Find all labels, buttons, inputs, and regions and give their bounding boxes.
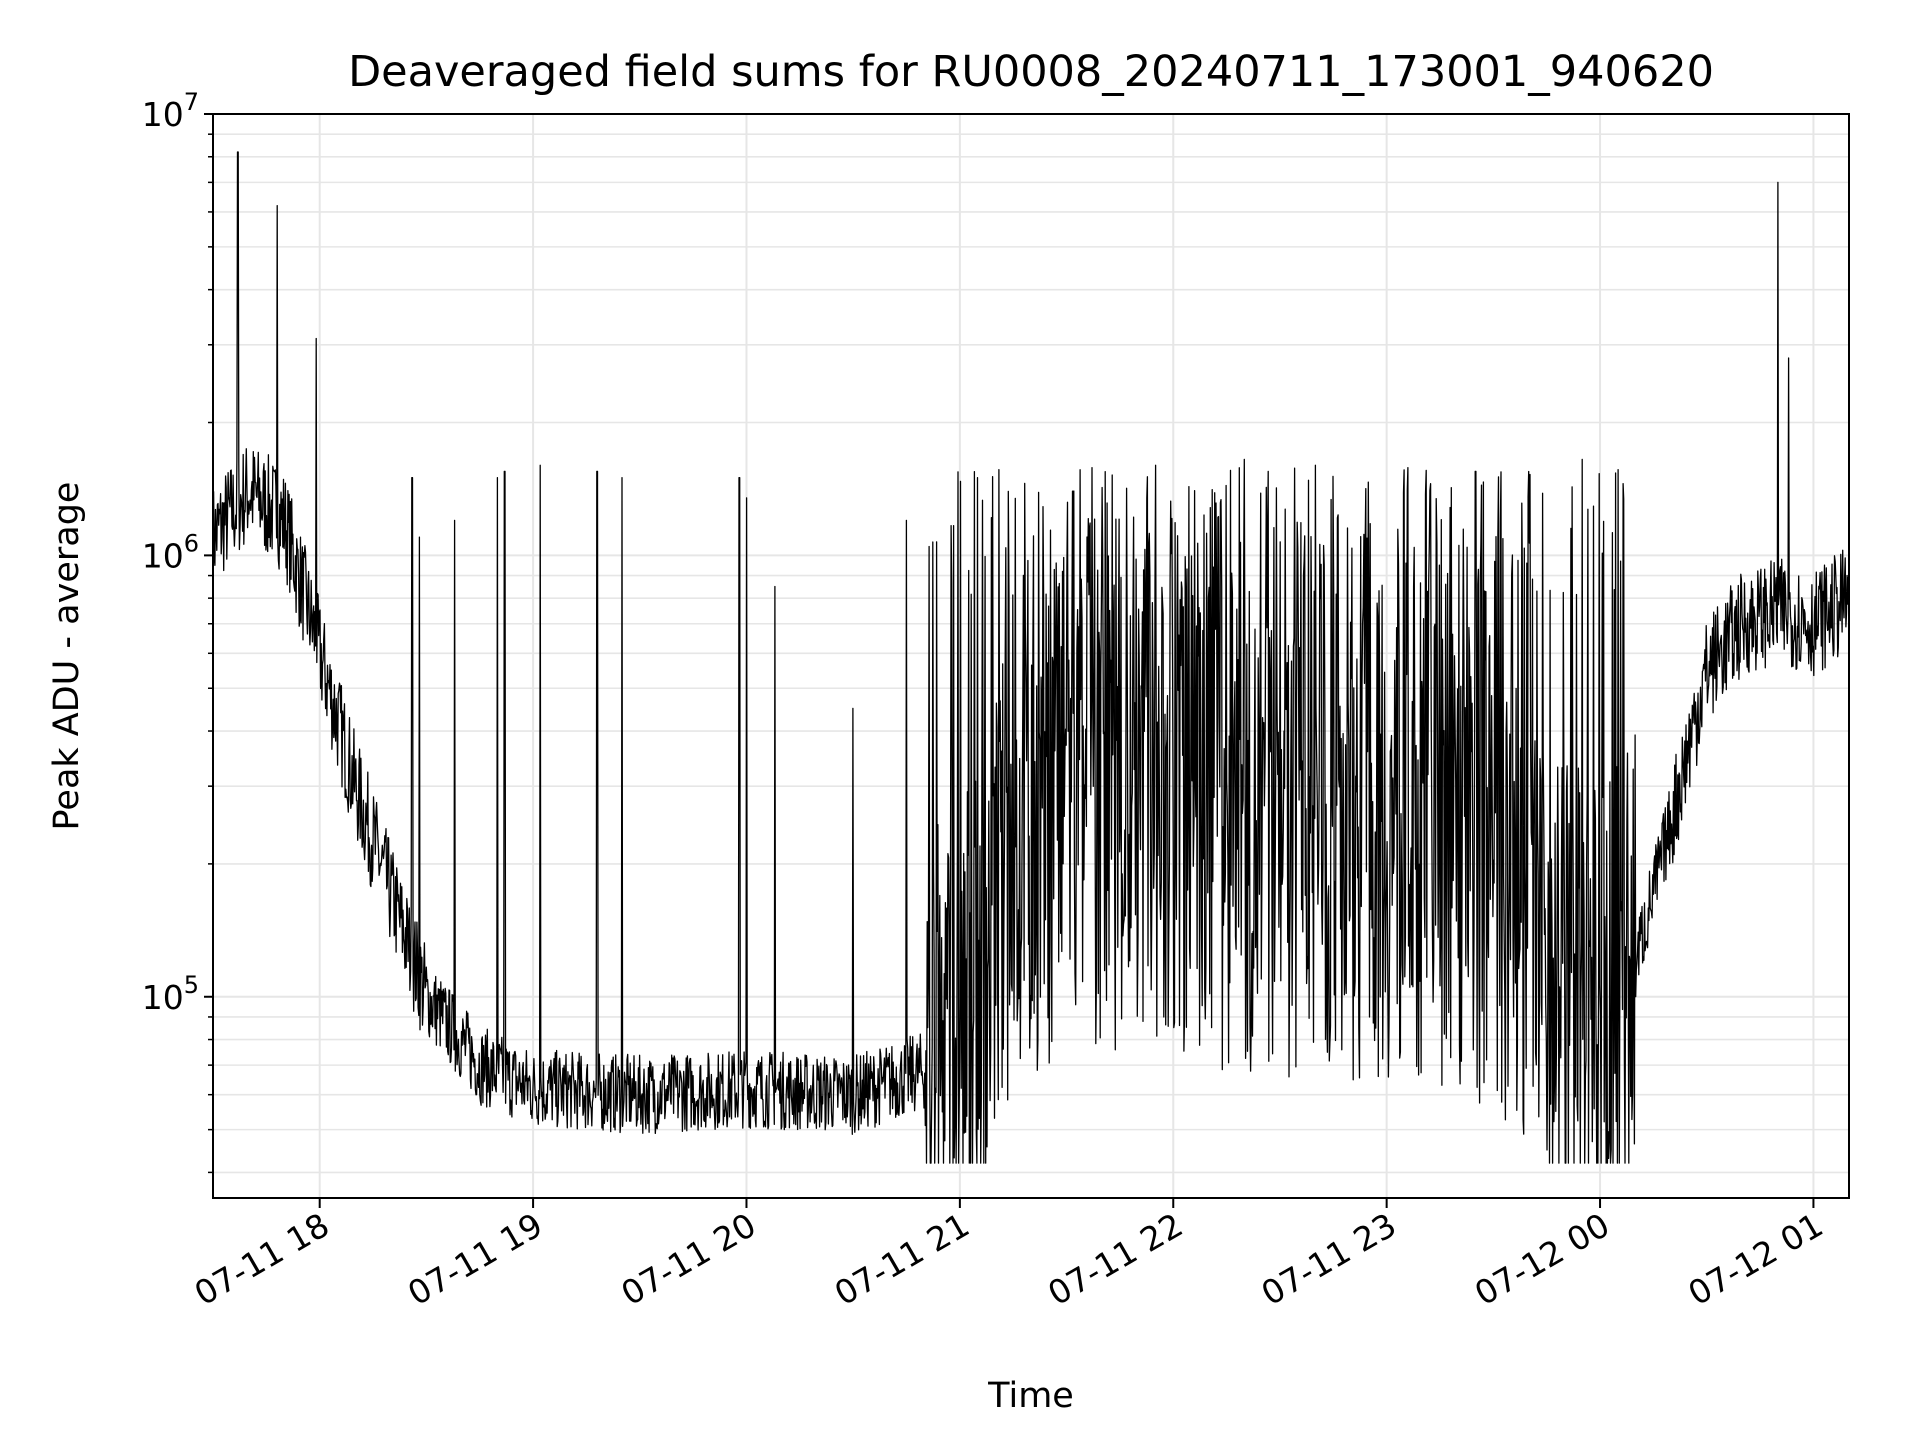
series-line: [213, 151, 1849, 1164]
y-axis-label: Peak ADU - average: [47, 482, 87, 831]
plot-frame: [212, 113, 1850, 1199]
y-tick-exponent: 5: [184, 971, 199, 999]
y-tick-label: 107: [142, 88, 199, 134]
y-tick-base: 10: [142, 536, 184, 575]
x-axis-label: Time: [987, 1376, 1074, 1416]
y-tick-label: 106: [142, 529, 199, 575]
y-tick-base: 10: [142, 978, 184, 1017]
y-tick-exponent: 7: [184, 88, 199, 116]
chart-title: Deaveraged field sums for RU0008_2024071…: [348, 47, 1714, 97]
y-tick-base: 10: [142, 95, 184, 134]
y-tick-label: 105: [142, 971, 199, 1017]
y-tick-exponent: 6: [184, 529, 199, 557]
plot-data-area: [213, 151, 1849, 1164]
